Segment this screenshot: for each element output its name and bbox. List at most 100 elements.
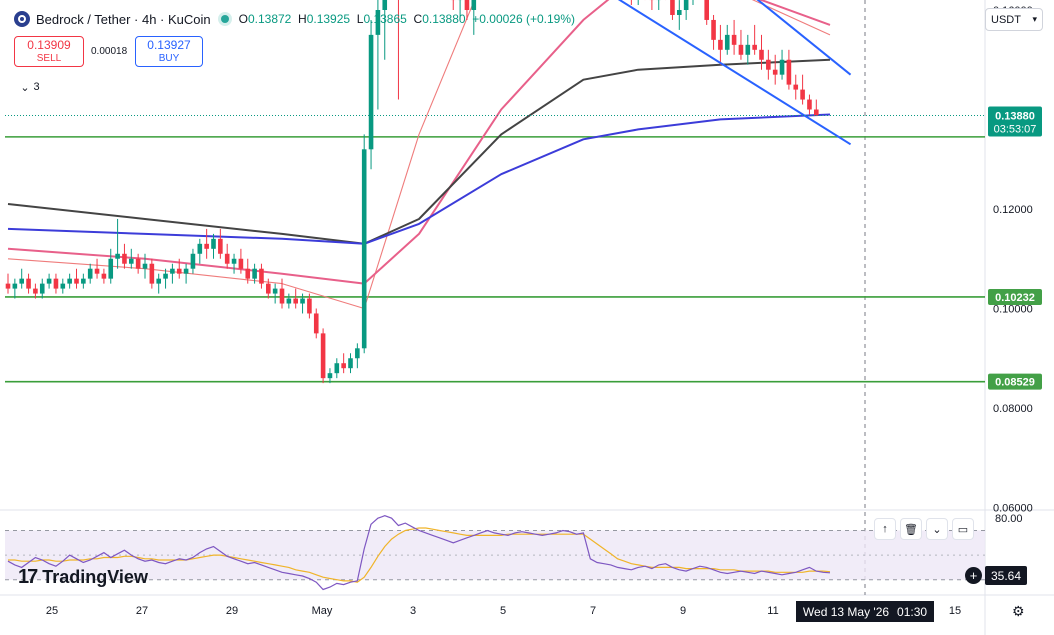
buy-label: BUY [158, 53, 180, 64]
sell-label: SELL [36, 53, 62, 64]
tradingview-mark-icon: 17 [18, 566, 38, 588]
indicators-toggle[interactable]: ⌄ 3 [14, 79, 46, 95]
candle [156, 278, 161, 284]
candle [197, 243, 203, 254]
candle [60, 283, 66, 289]
y-tick-label: 0.08000 [993, 403, 1033, 415]
buy-button[interactable]: 0.13927 BUY [135, 36, 203, 67]
ma-slow-line [7, 58, 831, 245]
candle [163, 273, 168, 279]
candle [334, 363, 340, 374]
currency-selector[interactable]: USDT ▾ [985, 8, 1043, 31]
support-tag [988, 373, 1042, 390]
candle [46, 278, 52, 284]
candle [766, 59, 771, 70]
candle [266, 283, 271, 294]
candle [12, 283, 18, 289]
candle [238, 258, 244, 269]
candle [33, 288, 38, 294]
candle [81, 278, 86, 284]
candle [279, 288, 285, 304]
candle [731, 34, 737, 45]
candle [375, 10, 381, 35]
candle [307, 298, 312, 314]
rsi-pane-toolbar: ↑ 🗑 ⌄ ▭ [874, 518, 974, 540]
candle [738, 44, 744, 55]
candle [677, 10, 682, 15]
y-tick-label: 0.12000 [993, 204, 1033, 216]
candle [745, 44, 751, 55]
chevron-down-icon: ▾ [1032, 14, 1037, 24]
x-tick-label: 29 [226, 605, 238, 617]
candle [67, 278, 72, 284]
settings-gear-icon[interactable]: ⚙ [1012, 603, 1025, 619]
sell-button[interactable]: 0.13909 SELL [14, 36, 84, 67]
symbol-title[interactable]: Bedrock / Tether · 4h · KuCoin [36, 11, 211, 27]
candle [759, 49, 764, 60]
candle [176, 268, 182, 274]
candle [218, 238, 223, 254]
x-tick-label: 11 [767, 605, 778, 617]
buy-price: 0.13927 [147, 38, 191, 52]
candle [74, 278, 79, 284]
candle [800, 89, 805, 100]
candle [129, 258, 134, 264]
low-value: 0.13865 [363, 12, 407, 26]
rsi-tick-label: 80.00 [995, 513, 1023, 525]
candle [300, 298, 305, 304]
candle [286, 298, 292, 304]
x-tick-label: 5 [500, 605, 506, 617]
candle [464, 0, 470, 10]
candle [718, 39, 723, 50]
change-value: +0.00026 (+0.19%) [472, 12, 575, 26]
chevron-down-icon: ⌄ [20, 81, 30, 94]
arrow-up-icon[interactable]: ↑ [874, 518, 896, 540]
candle [259, 268, 264, 284]
symbol-header: Bedrock / Tether · 4h · KuCoin O0.13872 … [14, 9, 575, 29]
candle [471, 0, 477, 10]
add-indicator-icon[interactable]: + [965, 567, 982, 584]
candle [204, 243, 209, 249]
candle [814, 109, 819, 116]
indicator-count: 3 [33, 81, 40, 93]
candle [245, 268, 251, 279]
candle [115, 253, 120, 259]
collapse-icon[interactable]: ⌄ [926, 518, 948, 540]
open-value: 0.13872 [247, 12, 292, 26]
y-tick-label: 0.06000 [993, 503, 1033, 515]
ohlc-values: O0.13872 H0.13925 L0.13865 C0.13880 +0.0… [238, 12, 575, 26]
spread-value: 0.00018 [91, 46, 128, 57]
candle [224, 253, 230, 264]
crosshair-date: Wed 13 May '26 [802, 604, 890, 619]
channel-lower-line [617, 0, 852, 146]
rsi-value-tag: 35.64 [985, 566, 1027, 585]
x-tick-label: May [312, 605, 333, 617]
market-open-icon [220, 15, 229, 23]
candle [341, 363, 346, 369]
candle [355, 348, 360, 359]
candle [252, 268, 257, 279]
x-tick-label: 3 [410, 605, 416, 617]
candle [313, 313, 319, 334]
candle [170, 268, 175, 274]
candle [293, 298, 298, 304]
candle [779, 59, 785, 75]
support-tag [988, 288, 1042, 305]
high-value: 0.13925 [306, 12, 351, 26]
trash-icon[interactable]: 🗑 [900, 518, 922, 540]
x-tick-label: 25 [46, 605, 58, 617]
candle [183, 268, 189, 274]
maximize-icon[interactable]: ▭ [952, 518, 974, 540]
candle [142, 263, 148, 269]
candle [348, 358, 353, 369]
candle [368, 34, 374, 150]
sell-price: 0.13909 [27, 38, 71, 52]
channel-upper-line [756, 0, 852, 76]
candle [149, 263, 155, 284]
candle [39, 283, 45, 294]
candle [101, 273, 107, 279]
candle [87, 268, 93, 279]
candle [752, 44, 757, 50]
rsi-line [7, 515, 831, 591]
